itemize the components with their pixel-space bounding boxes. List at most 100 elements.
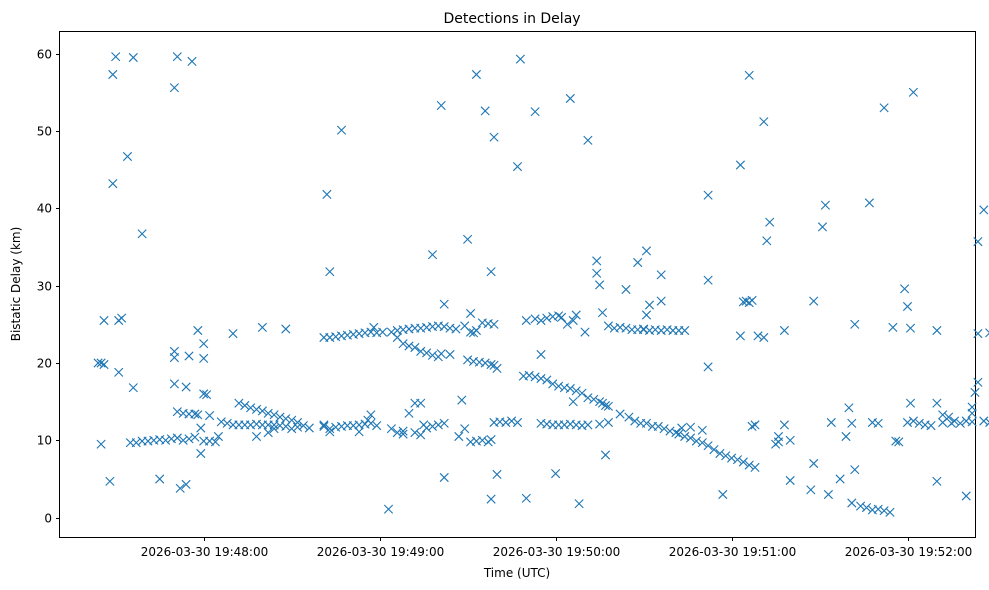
data-point [565, 383, 575, 394]
data-point [835, 474, 845, 484]
data-point [263, 408, 273, 418]
data-point [879, 103, 889, 113]
data-point [196, 448, 206, 459]
data-point [985, 417, 989, 428]
data-point [891, 436, 901, 446]
data-point [128, 52, 138, 63]
data-point [750, 420, 760, 430]
data-point [336, 421, 347, 431]
data-point [213, 431, 223, 442]
data-point [967, 417, 977, 427]
y-tick-label: 60 [37, 48, 52, 62]
data-point [169, 353, 179, 363]
data-point [536, 349, 546, 360]
data-point [624, 412, 634, 422]
data-point [480, 106, 490, 116]
data-point [281, 421, 291, 431]
data-point [492, 469, 502, 479]
data-point [99, 315, 109, 326]
data-point [398, 426, 408, 436]
data-point [697, 438, 707, 448]
data-point [671, 428, 681, 438]
data-point [894, 437, 904, 447]
data-point [844, 403, 854, 413]
data-point [445, 349, 455, 360]
data-point [372, 421, 382, 431]
data-point [193, 410, 203, 420]
data-point [524, 370, 534, 380]
data-point [738, 457, 748, 467]
data-point [574, 499, 584, 509]
data-point [292, 422, 303, 432]
chart-title: Detections in Delay [443, 11, 580, 27]
data-point [322, 189, 332, 199]
data-point [416, 346, 426, 356]
data-point [565, 419, 575, 429]
data-point [427, 250, 438, 260]
data-point [251, 431, 262, 442]
data-point [680, 431, 690, 442]
data-point [457, 395, 467, 405]
data-point [114, 367, 124, 377]
data-point [269, 424, 279, 434]
data-point [521, 493, 531, 503]
data-point [556, 312, 567, 322]
data-point [718, 489, 728, 500]
data-point [600, 450, 611, 460]
data-point [257, 406, 267, 416]
data-point [861, 503, 872, 513]
data-point [489, 132, 499, 142]
data-point [410, 428, 420, 438]
data-point [738, 297, 748, 307]
data-point [973, 237, 983, 247]
data-point [234, 398, 244, 408]
data-point [202, 390, 212, 400]
data-point [633, 257, 643, 268]
data-point [747, 295, 757, 305]
data-point [471, 325, 481, 336]
data-point [281, 324, 291, 334]
data-point [190, 432, 200, 442]
data-point [246, 420, 256, 430]
data-point [210, 437, 220, 447]
data-point [721, 451, 731, 461]
data-point [378, 327, 388, 337]
data-point [489, 319, 499, 329]
data-point [759, 332, 769, 343]
data-point [650, 325, 660, 335]
data-point [263, 428, 273, 438]
data-point [735, 160, 745, 170]
data-point [251, 404, 262, 414]
data-point [630, 416, 640, 426]
data-point [463, 355, 473, 365]
data-points [93, 52, 989, 517]
data-point [416, 398, 426, 408]
data-point [325, 267, 335, 277]
data-point [873, 418, 883, 428]
data-point [949, 416, 960, 426]
data-point [932, 325, 942, 336]
data-point [888, 322, 898, 332]
data-point [703, 275, 713, 285]
data-point [325, 332, 335, 343]
data-point [873, 504, 883, 514]
data-point [902, 417, 913, 428]
data-point [765, 217, 775, 227]
data-point [184, 434, 194, 444]
data-point [680, 325, 690, 336]
data-point [501, 417, 511, 428]
data-point [354, 329, 364, 339]
data-point [944, 412, 954, 422]
data-point [583, 393, 593, 403]
data-point [885, 507, 895, 517]
data-point [685, 433, 696, 443]
x-tick-label: 2026-03-30 19:50:00 [493, 545, 620, 559]
data-point [542, 313, 552, 323]
data-point [677, 423, 687, 433]
y-axis-label: Bistatic Delay (km) [9, 227, 23, 342]
data-point [187, 56, 197, 66]
data-point [932, 398, 942, 408]
data-point [257, 322, 267, 332]
data-point [269, 410, 279, 420]
